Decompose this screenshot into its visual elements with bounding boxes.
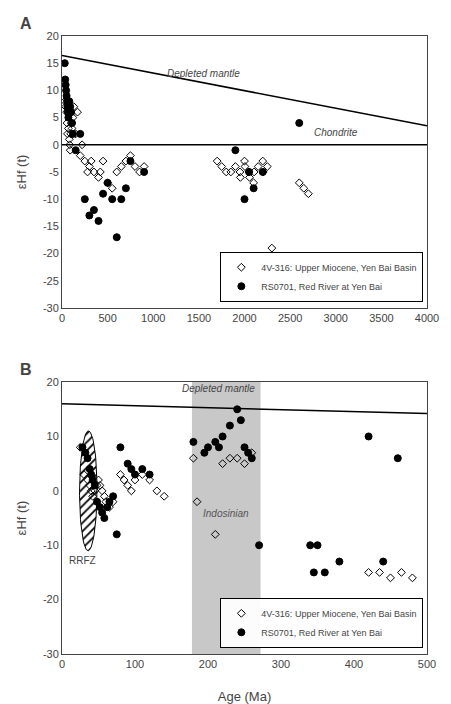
svg-text:3000: 3000: [324, 312, 348, 324]
svg-text:500: 500: [418, 658, 436, 670]
svg-text:3500: 3500: [369, 312, 393, 324]
svg-text:-25: -25: [43, 275, 59, 287]
svg-text:0: 0: [59, 312, 65, 324]
svg-text:RRFZ: RRFZ: [69, 555, 96, 566]
svg-text:400: 400: [345, 658, 363, 670]
svg-text:-20: -20: [43, 593, 59, 605]
svg-text:0: 0: [53, 139, 59, 151]
svg-text:100: 100: [126, 658, 144, 670]
svg-text:2500: 2500: [278, 312, 302, 324]
svg-text:200: 200: [199, 658, 217, 670]
svg-text:Indosinian: Indosinian: [203, 508, 249, 519]
svg-text:20: 20: [47, 30, 59, 42]
svg-text:5: 5: [53, 111, 59, 123]
svg-text:10: 10: [47, 84, 59, 96]
svg-text:2000: 2000: [232, 312, 256, 324]
svg-text:Chondrite: Chondrite: [314, 127, 358, 138]
svg-text:B: B: [20, 361, 32, 378]
svg-text:Depleted mantle: Depleted mantle: [182, 383, 255, 394]
svg-text:-30: -30: [43, 648, 59, 660]
svg-text:-15: -15: [43, 220, 59, 232]
svg-text:-5: -5: [49, 166, 59, 178]
svg-text:10: 10: [47, 430, 59, 442]
svg-text:0: 0: [59, 658, 65, 670]
svg-text:4V-316: Upper Miocene, Yen Bai: 4V-316: Upper Miocene, Yen Bai Basin: [261, 609, 416, 619]
svg-text:1000: 1000: [141, 312, 165, 324]
svg-text:-20: -20: [43, 247, 59, 259]
svg-text:0: 0: [53, 485, 59, 497]
svg-text:εHf (t): εHf (t): [14, 155, 29, 190]
svg-text:15: 15: [47, 57, 59, 69]
svg-text:RS0701, Red River at Yen Bai: RS0701, Red River at Yen Bai: [261, 282, 382, 292]
svg-text:20: 20: [47, 376, 59, 388]
svg-text:300: 300: [272, 658, 290, 670]
svg-text:εHf (t): εHf (t): [14, 501, 29, 536]
svg-text:4V-316: Upper Miocene, Yen Bai: 4V-316: Upper Miocene, Yen Bai Basin: [261, 263, 416, 273]
svg-text:1500: 1500: [187, 312, 211, 324]
svg-text:Depleted mantle: Depleted mantle: [167, 68, 240, 79]
svg-text:4000: 4000: [415, 312, 439, 324]
svg-text:500: 500: [98, 312, 116, 324]
svg-text:RS0701, Red River at Yen Bai: RS0701, Red River at Yen Bai: [261, 628, 382, 638]
svg-text:Age (Ma): Age (Ma): [218, 689, 271, 704]
svg-text:-30: -30: [43, 302, 59, 314]
svg-text:-10: -10: [43, 193, 59, 205]
svg-text:A: A: [20, 15, 32, 32]
svg-text:-10: -10: [43, 539, 59, 551]
